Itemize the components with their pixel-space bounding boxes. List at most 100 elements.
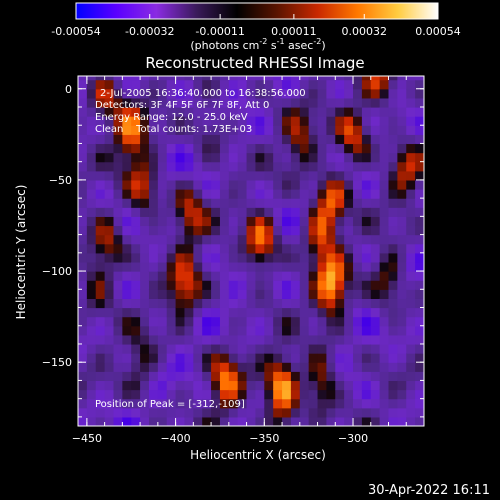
heatmap-cell xyxy=(370,79,381,90)
heatmap-cell xyxy=(157,116,168,126)
heatmap-cell xyxy=(104,325,115,336)
heatmap-cell xyxy=(237,371,248,382)
heatmap-cell xyxy=(78,371,88,382)
heatmap-cell xyxy=(246,234,257,245)
heatmap-cell xyxy=(193,106,203,117)
heatmap-cell xyxy=(299,289,310,299)
heatmap-cell xyxy=(157,334,168,345)
heatmap-cell xyxy=(211,271,221,281)
heatmap-cell xyxy=(317,298,328,309)
heatmap-cell xyxy=(353,76,363,81)
heatmap-cell xyxy=(175,79,186,90)
heatmap-cell xyxy=(299,152,310,163)
heatmap-cell xyxy=(78,252,88,263)
heatmap-cell xyxy=(344,334,354,345)
heatmap-cell xyxy=(388,261,398,272)
heatmap-cell xyxy=(379,125,390,135)
heatmap-cell xyxy=(264,261,274,272)
heatmap-cell xyxy=(299,234,310,245)
heatmap-cell xyxy=(379,362,390,372)
heatmap-cell xyxy=(113,161,123,172)
heatmap-cell xyxy=(273,325,283,336)
heatmap-cell xyxy=(237,189,248,199)
heatmap-cell xyxy=(78,189,88,199)
heatmap-cell xyxy=(255,280,265,290)
heatmap-cell xyxy=(157,79,168,90)
heatmap-cell xyxy=(388,407,398,418)
heatmap-cell xyxy=(246,307,257,318)
heatmap-cell xyxy=(113,152,123,163)
heatmap-cell xyxy=(246,380,257,391)
heatmap-cell xyxy=(184,261,194,272)
heatmap-cell xyxy=(308,343,319,354)
heatmap-cell xyxy=(246,416,257,426)
heatmap-cell xyxy=(219,271,230,281)
heatmap-cell xyxy=(273,97,283,108)
heatmap-cell xyxy=(255,389,265,400)
heatmap-cell xyxy=(370,143,381,154)
heatmap-cell xyxy=(361,207,372,217)
heatmap-cell xyxy=(78,271,88,281)
heatmap-cell xyxy=(282,307,292,318)
heatmap-cell xyxy=(95,152,106,163)
heatmap-cell xyxy=(211,316,221,327)
heatmap-cell xyxy=(166,106,177,117)
heatmap-cell xyxy=(211,298,221,309)
heatmap-cell xyxy=(282,416,292,426)
y-tick-label: −50 xyxy=(49,174,72,187)
heatmap-cell xyxy=(237,207,248,217)
heatmap-cell xyxy=(308,97,319,108)
heatmap-cell xyxy=(86,143,97,154)
heatmap-cell xyxy=(344,106,354,117)
heatmap-cells xyxy=(78,76,424,426)
heatmap-cell xyxy=(344,362,354,372)
heatmap-cell xyxy=(148,252,159,263)
heatmap-cell xyxy=(193,170,203,181)
heatmap-cell xyxy=(228,125,239,135)
heatmap-cell xyxy=(175,316,186,327)
heatmap-cell xyxy=(353,252,363,263)
heatmap-cell xyxy=(290,134,301,145)
heatmap-cell xyxy=(255,179,265,190)
heatmap-cell xyxy=(237,325,248,336)
heatmap-cell xyxy=(175,216,186,227)
heatmap-cell xyxy=(282,398,292,409)
heatmap-cell xyxy=(255,88,265,99)
heatmap-cell xyxy=(113,207,123,217)
heatmap-cell xyxy=(388,225,398,236)
heatmap-cell xyxy=(415,216,424,227)
heatmap-cell xyxy=(237,280,248,290)
heatmap-cell xyxy=(113,261,123,272)
heatmap-cell xyxy=(211,389,221,400)
heatmap-cell xyxy=(335,289,345,299)
heatmap-cell xyxy=(131,362,141,372)
heatmap-cell xyxy=(193,198,203,208)
heatmap-cell xyxy=(175,271,186,281)
heatmap-cell xyxy=(166,298,177,309)
heatmap-cell xyxy=(379,198,390,208)
heatmap-cell xyxy=(219,416,230,426)
heatmap-cell xyxy=(317,316,328,327)
heatmap-cell xyxy=(157,161,168,172)
heatmap-cell xyxy=(148,97,159,108)
heatmap-cell xyxy=(299,88,310,99)
heatmap-cell xyxy=(193,243,203,254)
heatmap-cell xyxy=(246,97,257,108)
heatmap-cell xyxy=(273,334,283,345)
heatmap-cell xyxy=(264,116,274,126)
heatmap-cell xyxy=(86,88,97,99)
heatmap-cell xyxy=(122,271,132,281)
heatmap-cell xyxy=(131,334,141,345)
heatmap-cell xyxy=(353,207,363,217)
heatmap-cell xyxy=(264,198,274,208)
heatmap-cell xyxy=(326,343,336,354)
heatmap-cell xyxy=(299,261,310,272)
heatmap-cell xyxy=(406,76,416,81)
heatmap-cell xyxy=(264,353,274,363)
heatmap-cell xyxy=(335,261,345,272)
heatmap-cell xyxy=(148,152,159,163)
heatmap-cell xyxy=(264,76,274,81)
heatmap-cell xyxy=(184,416,194,426)
heatmap-cell xyxy=(193,252,203,263)
